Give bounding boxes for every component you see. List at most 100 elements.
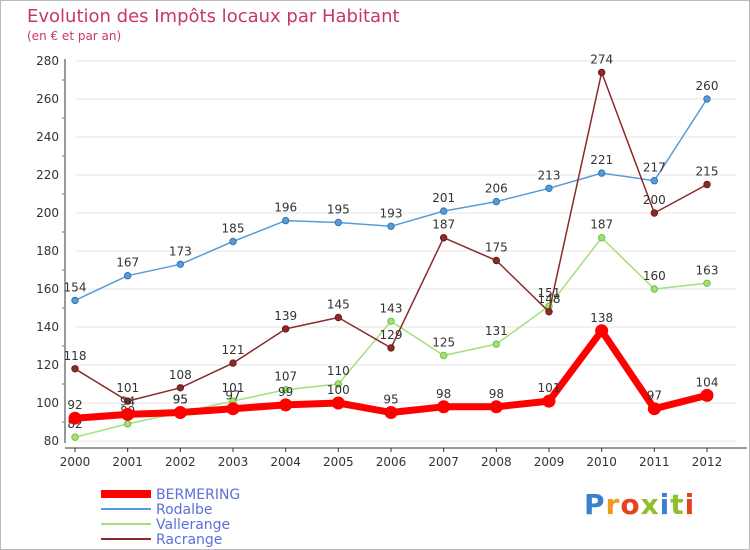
x-tick-label: 2011	[639, 455, 670, 469]
data-point-rodalbe	[439, 207, 448, 215]
data-label-rodalbe: 193	[380, 206, 403, 220]
data-label-racrange: 145	[327, 298, 350, 312]
data-label-rodalbe: 195	[327, 203, 350, 217]
y-tick-label: 280	[36, 54, 59, 68]
data-point-vallerange	[703, 279, 711, 287]
data-point-bermering	[331, 396, 345, 410]
data-point-racrange	[387, 344, 395, 352]
data-point-rodalbe	[597, 169, 606, 177]
data-label-vallerange: 143	[380, 301, 403, 315]
data-label-vallerange: 107	[274, 370, 297, 384]
data-label-bermering: 95	[173, 393, 188, 407]
x-tick-label: 2012	[692, 455, 723, 469]
data-label-racrange: 187	[432, 218, 455, 232]
data-label-rodalbe: 206	[485, 182, 508, 196]
data-point-racrange	[650, 209, 659, 217]
data-point-vallerange	[439, 351, 448, 360]
data-point-bermering	[489, 400, 503, 414]
data-point-racrange	[492, 256, 501, 265]
legend-label: Rodalbe	[156, 502, 213, 518]
data-point-bermering	[647, 402, 661, 416]
data-label-bermering: 98	[489, 387, 504, 401]
data-label-racrange: 139	[274, 309, 297, 323]
data-label-bermering: 104	[696, 375, 719, 389]
data-point-bermering	[121, 407, 135, 421]
legend-label: Racrange	[156, 532, 222, 548]
data-label-rodalbe: 154	[64, 280, 87, 294]
data-label-racrange: 175	[485, 241, 508, 255]
data-point-bermering	[437, 400, 451, 414]
data-label-racrange: 129	[380, 328, 403, 342]
data-point-bermering	[595, 324, 609, 338]
data-point-racrange	[176, 384, 185, 392]
data-label-racrange: 274	[590, 52, 613, 66]
data-point-vallerange	[492, 340, 501, 348]
data-label-rodalbe: 221	[590, 153, 613, 167]
data-label-bermering: 95	[383, 393, 398, 407]
data-label-racrange: 101	[116, 381, 139, 395]
data-label-vallerange: 101	[222, 381, 245, 395]
data-label-bermering: 92	[67, 398, 82, 412]
data-label-bermering: 97	[225, 389, 240, 403]
data-point-bermering	[384, 406, 398, 419]
y-tick-label: 80	[44, 434, 59, 448]
data-point-rodalbe	[71, 296, 79, 305]
series-line-rodalbe	[74, 98, 708, 302]
x-tick-label: 2000	[60, 455, 91, 469]
data-label-rodalbe: 167	[116, 256, 139, 270]
x-tick-label: 2003	[218, 455, 249, 469]
data-point-rodalbe	[492, 197, 501, 206]
data-point-bermering	[173, 406, 187, 419]
y-tick-label: 120	[36, 358, 59, 372]
data-point-rodalbe	[334, 218, 343, 227]
legend-label: Vallerange	[156, 517, 230, 533]
y-tick-label: 200	[36, 206, 59, 220]
data-label-vallerange: 110	[327, 364, 350, 378]
data-point-rodalbe	[650, 177, 659, 185]
data-label-vallerange: 187	[590, 218, 613, 232]
data-label-bermering: 100	[327, 383, 350, 397]
data-point-rodalbe	[229, 237, 237, 246]
data-point-vallerange	[597, 234, 606, 242]
data-label-racrange: 215	[696, 165, 719, 179]
data-point-rodalbe	[703, 95, 711, 103]
data-point-racrange	[703, 180, 711, 189]
data-point-racrange	[334, 313, 343, 322]
chart-subtitle: (en € et par an)	[27, 29, 122, 43]
data-point-bermering	[542, 394, 556, 408]
data-label-rodalbe: 201	[432, 191, 455, 205]
data-label-rodalbe: 196	[274, 201, 297, 215]
legend-label: BERMERING	[156, 487, 240, 503]
data-label-racrange: 118	[64, 349, 87, 363]
y-tick-label: 140	[36, 320, 59, 334]
data-point-vallerange	[281, 386, 290, 394]
data-point-bermering	[279, 398, 293, 412]
data-point-rodalbe	[545, 184, 553, 193]
data-point-racrange	[597, 68, 606, 77]
y-tick-label: 220	[36, 168, 59, 182]
y-tick-label: 160	[36, 282, 59, 296]
x-tick-label: 2008	[481, 455, 512, 469]
data-label-vallerange: 131	[485, 324, 508, 338]
data-label-rodalbe: 185	[222, 222, 245, 236]
data-point-bermering	[700, 388, 714, 402]
y-tick-label: 180	[36, 244, 59, 258]
data-label-racrange: 108	[169, 368, 192, 382]
data-label-rodalbe: 260	[696, 79, 719, 93]
data-point-rodalbe	[123, 272, 132, 280]
y-tick-label: 100	[36, 396, 59, 410]
data-label-racrange: 121	[222, 343, 245, 357]
data-label-bermering: 138	[590, 311, 613, 325]
data-label-vallerange: 95	[173, 393, 188, 407]
data-label-bermering: 99	[278, 385, 293, 399]
data-point-racrange	[439, 234, 448, 242]
data-label-bermering: 98	[436, 387, 451, 401]
data-label-vallerange: 125	[432, 336, 455, 350]
data-label-bermering: 97	[647, 389, 662, 403]
data-point-rodalbe	[387, 222, 395, 231]
data-point-vallerange	[71, 433, 79, 441]
data-label-racrange: 148	[538, 292, 561, 306]
data-point-vallerange	[650, 285, 659, 293]
